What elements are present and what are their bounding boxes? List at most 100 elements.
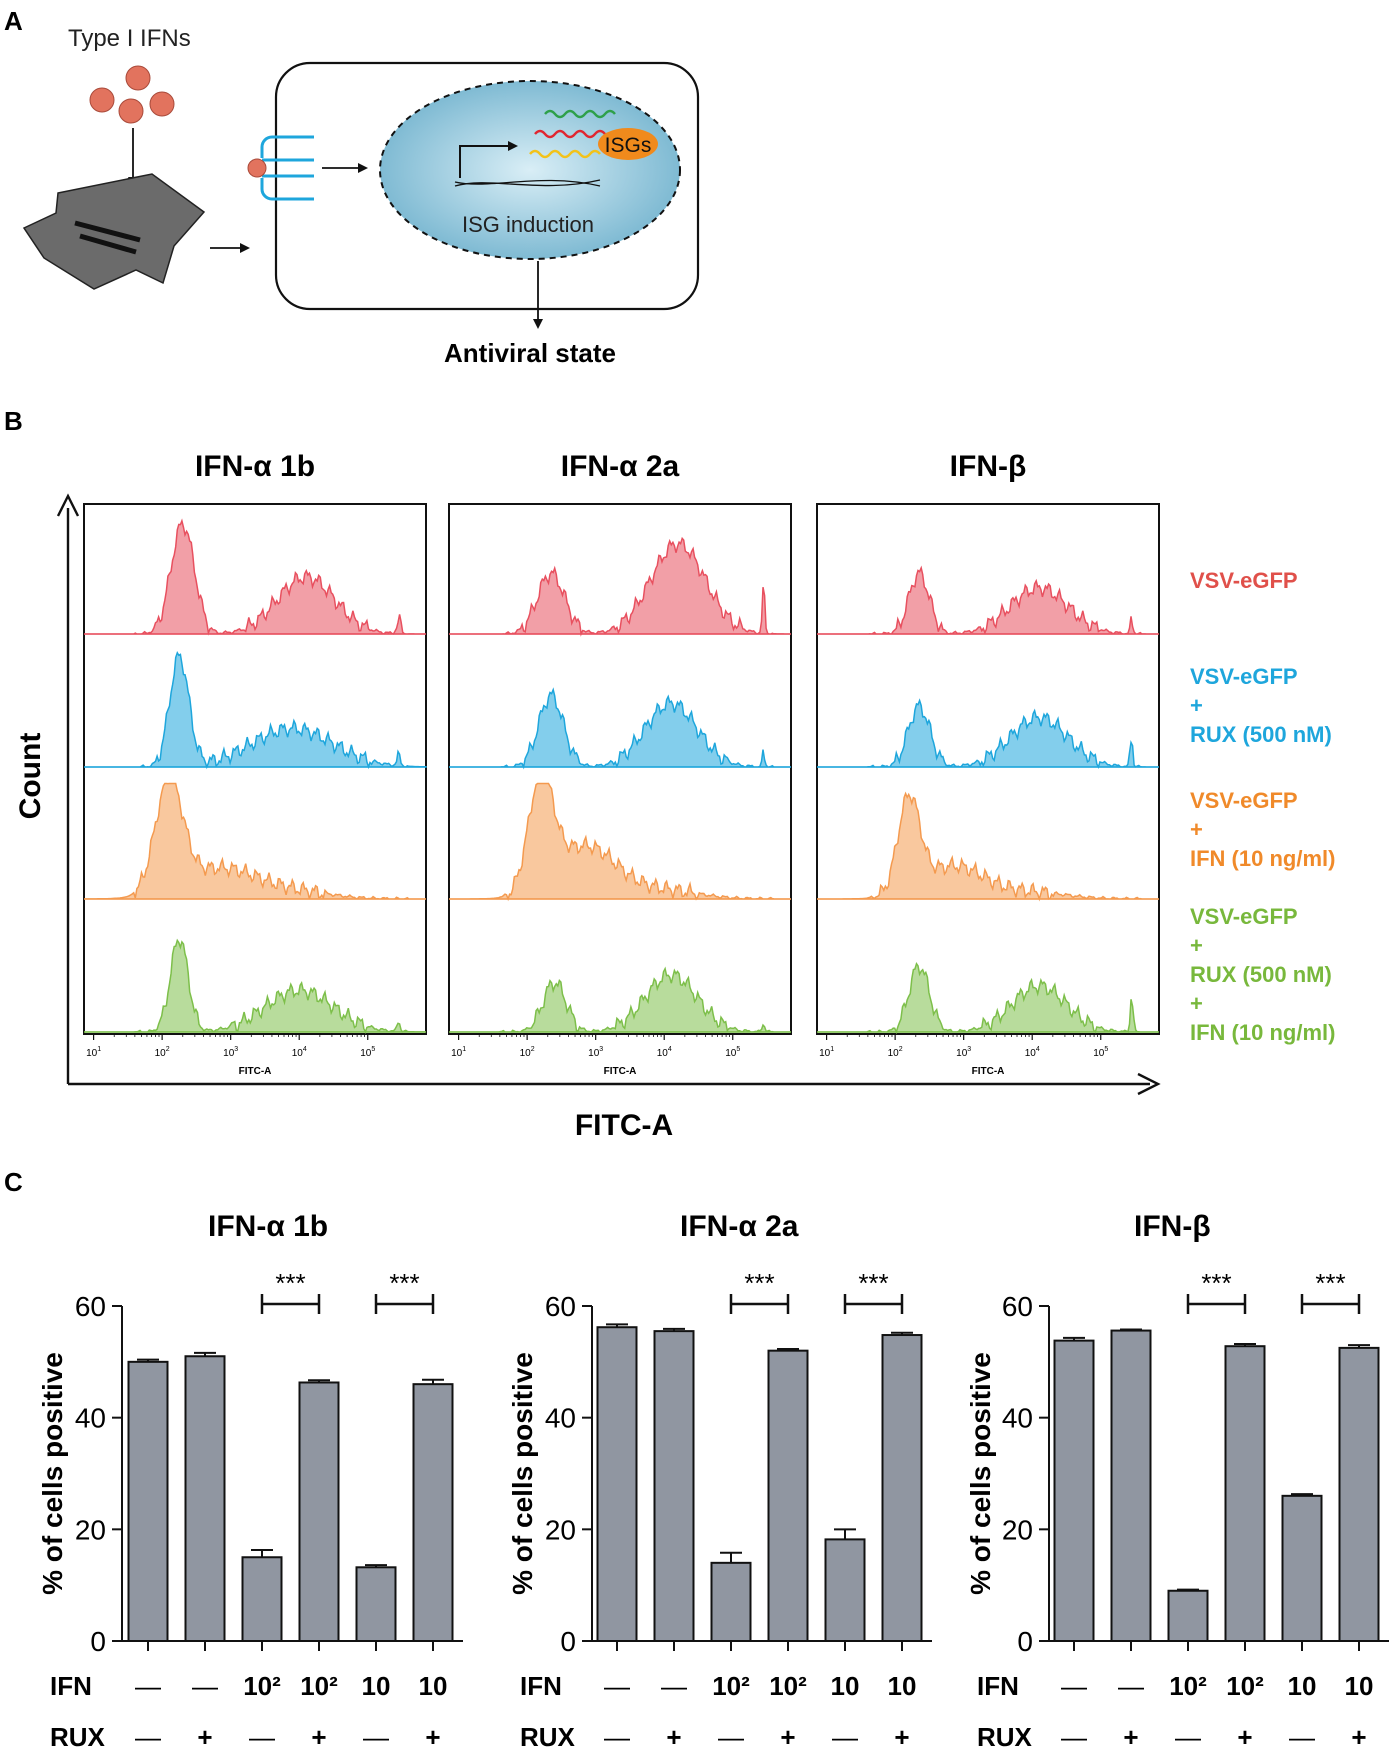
histogram-trace xyxy=(449,782,791,902)
fitc-axis-arrowhead-icon xyxy=(1137,1072,1161,1096)
bar xyxy=(824,1538,866,1642)
legend-entry: VSV-eGFP xyxy=(1190,904,1298,929)
rux-row-value: — xyxy=(1061,1722,1087,1752)
ifn-row-value: — xyxy=(661,1671,687,1701)
rux-row-value: + xyxy=(666,1722,681,1752)
ifn-row-label: IFN xyxy=(977,1671,1019,1701)
receptor-icon xyxy=(247,135,314,201)
panel-b: B IFN-α 1b IFN-α 2a IFN-β Count FITC-A 101… xyxy=(4,406,1335,1142)
bar xyxy=(767,1349,809,1642)
mrna-red-icon xyxy=(534,129,606,139)
significance-label: *** xyxy=(744,1268,774,1298)
panel-a-label: A xyxy=(4,6,23,36)
transcription-arrow-icon xyxy=(459,141,518,178)
ifn-row-value: — xyxy=(604,1671,630,1701)
y-tick-label: 40 xyxy=(75,1403,106,1434)
cell-line-icon xyxy=(79,233,137,255)
rux-row-value: + xyxy=(1237,1722,1252,1752)
histogram-trace xyxy=(817,565,1159,635)
ifn-row-value: — xyxy=(1061,1671,1087,1701)
rux-row-value: + xyxy=(894,1722,909,1752)
bar-chart: IFN-α 2a 0 20 40 60% of cells positive — — — +10… xyxy=(507,1210,932,1752)
legend-entry: RUX (500 nM) xyxy=(1190,962,1332,987)
dna-icon xyxy=(454,179,601,187)
histogram-tick-label: 103 xyxy=(588,1046,603,1059)
ifn-row-value: — xyxy=(135,1671,161,1701)
histogram-panel: 101 102 103 104 105 FITC-A xyxy=(83,503,427,1077)
bar xyxy=(412,1383,454,1642)
ifn-row-value: 10 xyxy=(888,1671,917,1701)
histogram-tick-label: 101 xyxy=(86,1046,101,1059)
rux-row-value: — xyxy=(1175,1722,1201,1752)
rux-row-label: RUX xyxy=(520,1722,576,1752)
histogram-tick-label: 105 xyxy=(1093,1046,1108,1059)
legend-entry: IFN (10 ng/ml) xyxy=(1190,1020,1335,1045)
rux-row-value: + xyxy=(1123,1722,1138,1752)
ifn-row-value: 10² xyxy=(769,1671,807,1701)
legend-entry: IFN (10 ng/ml) xyxy=(1190,846,1335,871)
ifn-row-value: 10 xyxy=(1288,1671,1317,1701)
isgs-label: ISGs xyxy=(605,134,652,157)
count-axis-arrowhead-icon xyxy=(56,493,80,517)
y-tick-label: 20 xyxy=(1002,1514,1033,1545)
histogram-tick-label: 102 xyxy=(155,1046,170,1059)
y-tick-label: 0 xyxy=(560,1626,576,1657)
legend-entry: RUX (500 nM) xyxy=(1190,722,1332,747)
histogram-tick-label: 103 xyxy=(223,1046,238,1059)
histogram-panel: 101 102 103 104 105 FITC-A xyxy=(448,503,792,1077)
histogram-legend: VSV-eGFP VSV-eGFP + RUX (500 nM) VSV-eGFP + IF… xyxy=(1190,568,1335,1045)
panel-c-label: C xyxy=(4,1167,23,1197)
rux-row-value: — xyxy=(1289,1722,1315,1752)
bar xyxy=(127,1360,169,1643)
ifn-row-value: 10² xyxy=(300,1671,338,1701)
histogram-xlabel: FITC-A xyxy=(972,1066,1005,1077)
histogram-trace xyxy=(83,782,426,900)
histogram-trace xyxy=(817,962,1159,1035)
legend-entry: VSV-eGFP xyxy=(1190,568,1298,593)
ifn-row-label: IFN xyxy=(50,1671,92,1701)
significance-label: *** xyxy=(389,1268,419,1298)
histogram-tick-label: 104 xyxy=(1025,1046,1040,1059)
y-tick-label: 40 xyxy=(1002,1403,1033,1434)
histogram-title: IFN-β xyxy=(950,450,1027,483)
rux-row-value: + xyxy=(780,1722,795,1752)
y-tick-label: 60 xyxy=(75,1291,106,1322)
y-axis-label: % of cells positive xyxy=(37,1352,68,1595)
histogram-tick-label: 104 xyxy=(657,1046,672,1059)
bar xyxy=(1167,1589,1209,1642)
histogram-trace xyxy=(84,651,427,770)
histogram-title: IFN-α 1b xyxy=(195,450,315,483)
histogram-trace xyxy=(84,938,427,1035)
bar xyxy=(1110,1329,1152,1642)
rux-row-value: + xyxy=(311,1722,326,1752)
ifn-row-value: 10 xyxy=(419,1671,448,1701)
y-tick-label: 0 xyxy=(90,1626,106,1657)
legend-entry: VSV-eGFP xyxy=(1190,664,1298,689)
legend-entry: + xyxy=(1190,991,1203,1016)
significance-label: *** xyxy=(1315,1268,1345,1298)
isg-induction-label: ISG induction xyxy=(462,212,594,237)
legend-entry: + xyxy=(1190,933,1203,958)
antiviral-state-label: Antiviral state xyxy=(444,338,616,368)
y-tick-label: 20 xyxy=(75,1514,106,1545)
mrna-green-icon xyxy=(544,109,616,119)
y-tick-label: 60 xyxy=(1002,1291,1033,1322)
histogram-tick-label: 103 xyxy=(956,1046,971,1059)
rux-row-value: + xyxy=(425,1722,440,1752)
bar xyxy=(596,1326,638,1642)
bar xyxy=(184,1355,226,1642)
significance-label: *** xyxy=(275,1268,305,1298)
rux-row-value: — xyxy=(135,1722,161,1752)
histogram-tick-label: 102 xyxy=(888,1046,903,1059)
significance-label: *** xyxy=(1201,1268,1231,1298)
ifn-molecules-icon xyxy=(89,65,175,124)
bar-chart-title: IFN-α 2a xyxy=(680,1210,799,1243)
histogram-title: IFN-α 2a xyxy=(561,450,680,483)
histogram-xlabel: FITC-A xyxy=(239,1066,272,1077)
y-tick-label: 40 xyxy=(545,1403,576,1434)
y-axis-label: % of cells positive xyxy=(507,1352,538,1595)
significance-label: *** xyxy=(858,1268,888,1298)
